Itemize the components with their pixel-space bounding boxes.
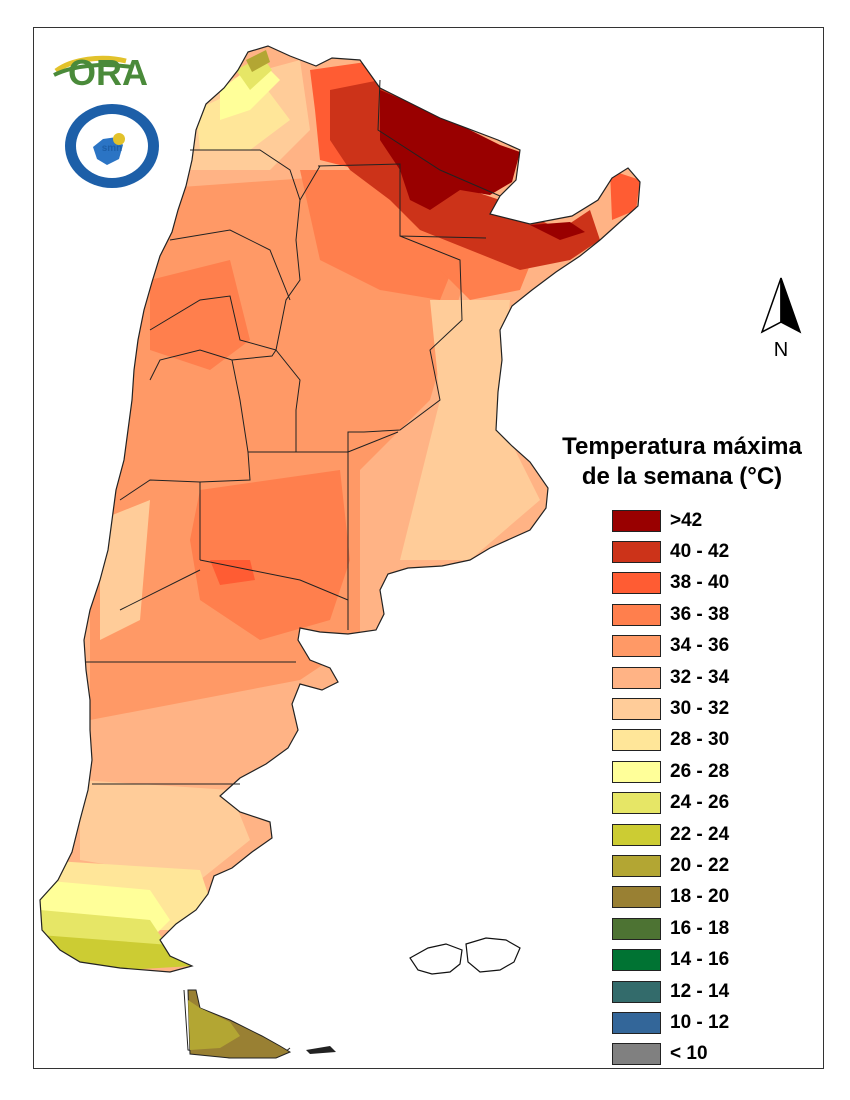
legend-label: 14 - 16 <box>670 949 730 971</box>
legend-item: 16 - 18 <box>612 913 729 944</box>
legend-swatch <box>612 698 661 721</box>
legend-title-line1: Temperatura máxima <box>562 433 802 460</box>
legend-swatch <box>612 1011 661 1034</box>
legend-swatch <box>612 635 661 658</box>
legend-swatch <box>612 886 661 909</box>
legend-label: 16 - 18 <box>670 917 730 939</box>
legend-swatch <box>612 917 661 940</box>
legend-label: 30 - 32 <box>670 698 730 720</box>
legend-swatch <box>612 760 661 783</box>
legend-item: 30 - 32 <box>612 693 729 724</box>
legend-label: 38 - 40 <box>670 572 730 594</box>
legend-swatch <box>612 854 661 877</box>
legend-item: 24 - 26 <box>612 788 729 819</box>
north-arrow: N <box>756 276 806 361</box>
legend-label: 26 - 28 <box>670 760 730 782</box>
legend-item: 14 - 16 <box>612 944 729 975</box>
legend-item: 34 - 36 <box>612 631 729 662</box>
legend-item: 28 - 30 <box>612 725 729 756</box>
legend-item: 18 - 20 <box>612 882 729 913</box>
legend-title: Temperatura máxima de la semana (°C) <box>547 432 817 492</box>
legend-item: 12 - 14 <box>612 976 729 1007</box>
legend-item: 32 - 34 <box>612 662 729 693</box>
legend-items: >42 40 - 42 38 - 40 36 - 38 34 - 36 32 - 34 30… <box>612 505 729 1070</box>
legend-swatch <box>612 792 661 815</box>
legend-swatch <box>612 949 661 972</box>
legend-item: >42 <box>612 505 729 536</box>
legend-item: 20 - 22 <box>612 850 729 881</box>
legend-label: < 10 <box>670 1043 708 1065</box>
smn-center-text: smn <box>102 143 123 154</box>
legend-label: 36 - 38 <box>670 603 730 625</box>
legend-label: 34 - 36 <box>670 635 730 657</box>
legend-label: >42 <box>670 509 703 531</box>
ora-logo-text: ORA <box>68 52 148 93</box>
legend-label: 40 - 42 <box>670 541 730 563</box>
legend-swatch <box>612 1043 661 1066</box>
legend-label: 12 - 14 <box>670 980 730 1002</box>
legend-label: 24 - 26 <box>670 792 730 814</box>
legend-label: 20 - 22 <box>670 854 730 876</box>
north-label: N <box>774 339 788 360</box>
legend-item: 38 - 40 <box>612 568 729 599</box>
legend-item: 26 - 28 <box>612 756 729 787</box>
legend-label: 22 - 24 <box>670 823 730 845</box>
legend-item: < 10 <box>612 1039 729 1070</box>
legend-swatch <box>612 509 661 532</box>
ora-logo: ORA <box>52 45 162 95</box>
legend-title-line2: de la semana (°C) <box>581 463 783 490</box>
smn-seal: smn <box>63 103 161 190</box>
legend-item: 22 - 24 <box>612 819 729 850</box>
legend-label: 28 - 30 <box>670 729 730 751</box>
legend-label: 18 - 20 <box>670 886 730 908</box>
legend-swatch <box>612 541 661 564</box>
legend-item: 40 - 42 <box>612 536 729 567</box>
legend-swatch <box>612 980 661 1003</box>
legend-swatch <box>612 666 661 689</box>
legend-item: 10 - 12 <box>612 1007 729 1038</box>
legend: Temperatura máxima de la semana (°C) >42… <box>547 432 817 1066</box>
legend-item: 36 - 38 <box>612 599 729 630</box>
legend-label: 10 - 12 <box>670 1011 730 1033</box>
legend-swatch <box>612 729 661 752</box>
legend-swatch <box>612 823 661 846</box>
legend-swatch <box>612 572 661 595</box>
legend-swatch <box>612 603 661 626</box>
legend-label: 32 - 34 <box>670 666 730 688</box>
